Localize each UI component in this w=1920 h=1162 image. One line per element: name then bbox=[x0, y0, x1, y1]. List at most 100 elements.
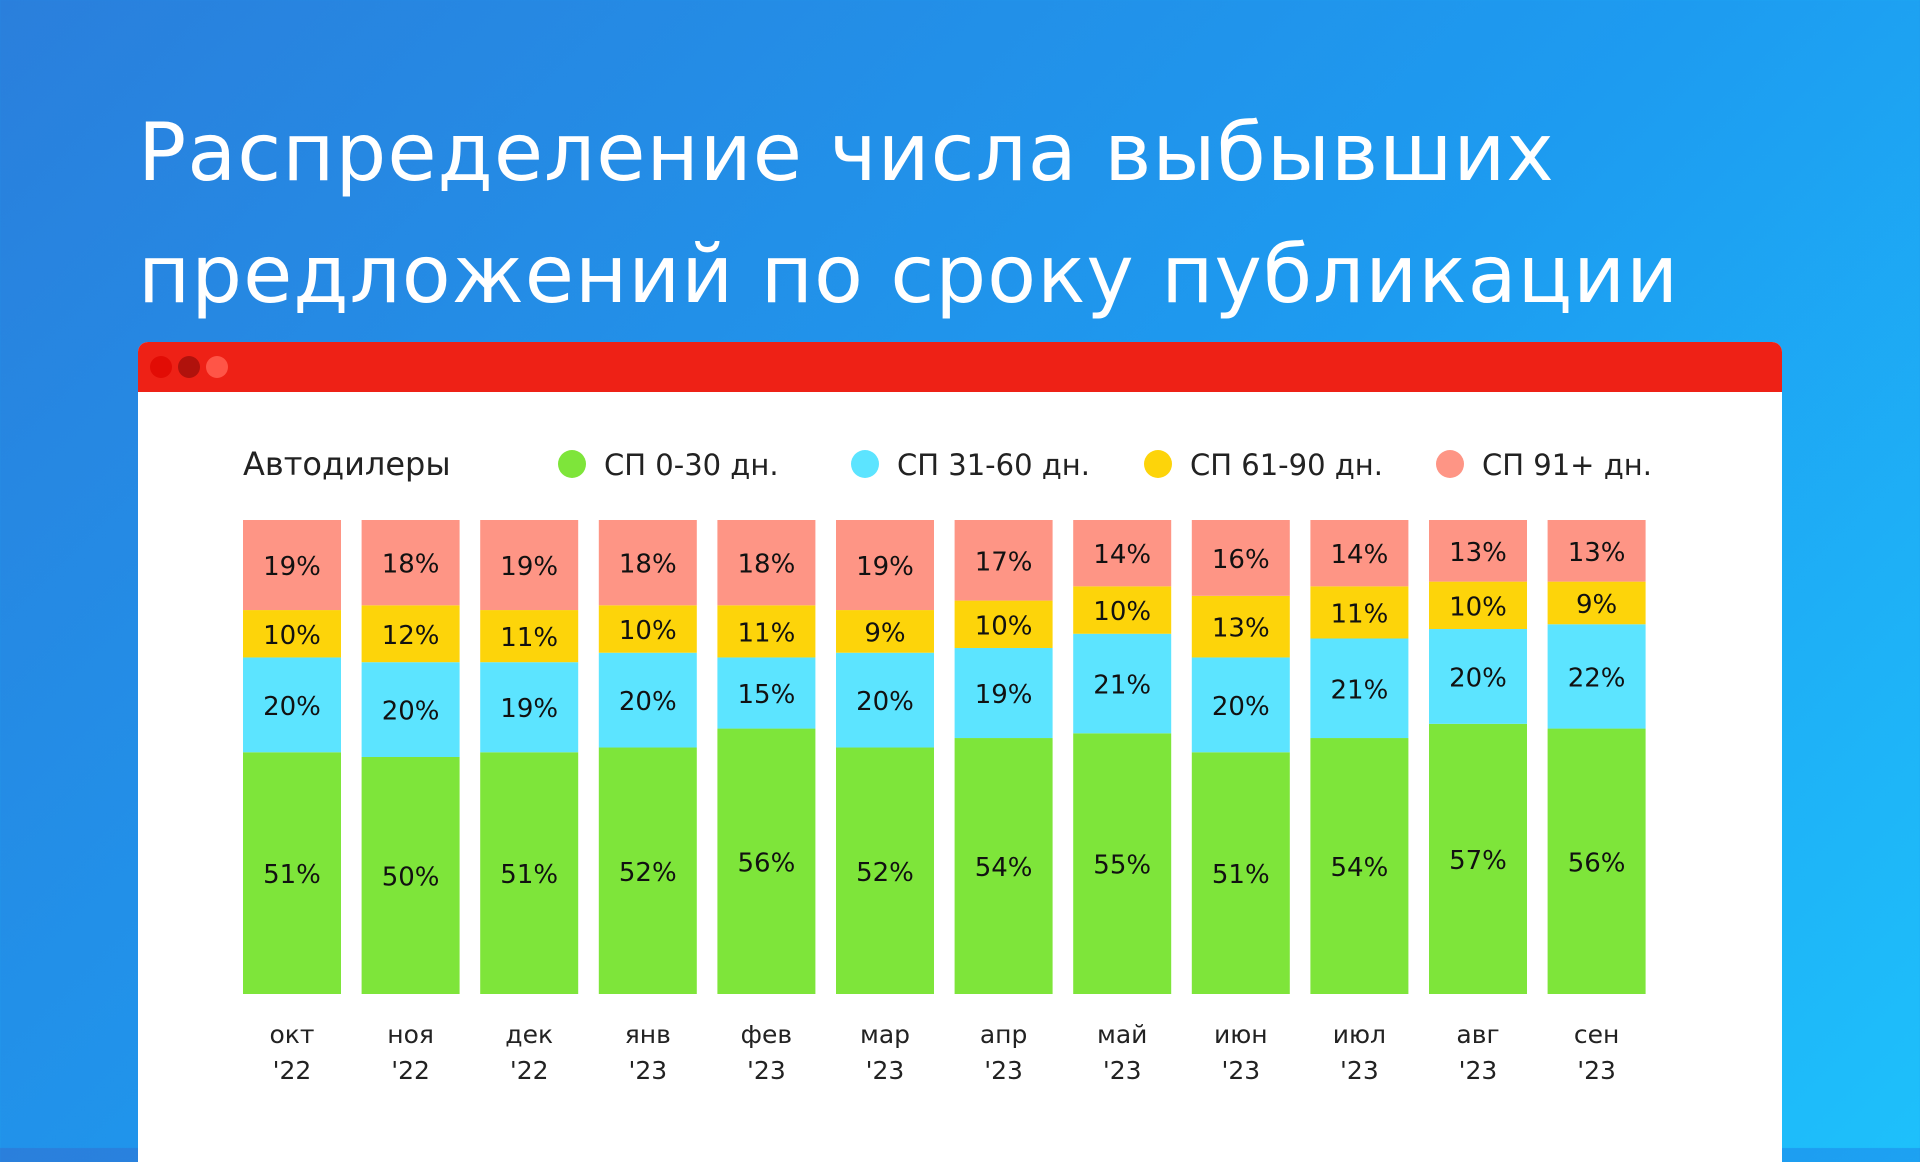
legend-label: СП 0-30 дн. bbox=[604, 448, 779, 482]
x-tick-label: '23 bbox=[628, 1056, 667, 1085]
legend-marker bbox=[558, 450, 586, 478]
data-label: 19% bbox=[500, 694, 558, 724]
x-tick-label: '23 bbox=[1340, 1056, 1379, 1085]
bar-segment bbox=[480, 662, 579, 753]
data-label: 52% bbox=[856, 858, 914, 888]
bar-segment bbox=[1073, 520, 1172, 587]
data-label: 55% bbox=[1093, 851, 1151, 881]
title-line-2: предложений по сроку публикации bbox=[138, 228, 1680, 321]
chart-subtitle: Автодилеры bbox=[243, 445, 451, 483]
bar-segment bbox=[836, 520, 934, 611]
data-label: 12% bbox=[382, 621, 440, 651]
bar-segment bbox=[954, 520, 1053, 601]
data-label: 10% bbox=[1449, 592, 1507, 622]
data-label: 20% bbox=[1212, 692, 1270, 722]
bar-segment bbox=[1429, 520, 1527, 582]
bar-segment bbox=[717, 728, 816, 994]
data-label: 20% bbox=[382, 697, 440, 727]
bar-segment bbox=[1191, 657, 1290, 753]
bar-segment bbox=[361, 662, 460, 757]
x-tick-label: '23 bbox=[1103, 1056, 1142, 1085]
bar-segment bbox=[1191, 752, 1290, 994]
x-tick-label: сен bbox=[1574, 1020, 1619, 1049]
x-tick-label: '22 bbox=[391, 1056, 430, 1085]
x-tick-label: окт bbox=[270, 1020, 315, 1049]
data-label: 9% bbox=[864, 618, 905, 648]
x-tick-label: '23 bbox=[747, 1056, 786, 1085]
window-maximize-dot-icon[interactable] bbox=[206, 356, 228, 378]
x-tick-label: дек bbox=[505, 1020, 553, 1049]
data-label: 52% bbox=[619, 858, 677, 888]
data-label: 18% bbox=[382, 550, 440, 580]
data-label: 18% bbox=[619, 550, 677, 580]
bar-segment bbox=[1547, 520, 1646, 582]
title-line-1: Распределение числа выбывших bbox=[138, 106, 1555, 199]
bar-segment bbox=[1191, 520, 1290, 596]
bar-segment bbox=[717, 605, 816, 658]
bar-segment bbox=[1191, 595, 1290, 658]
x-tick-label: мар bbox=[860, 1020, 910, 1049]
data-label: 19% bbox=[856, 552, 914, 582]
data-label: 54% bbox=[1331, 853, 1389, 883]
data-label: 14% bbox=[1331, 540, 1389, 570]
bar-segment bbox=[1310, 738, 1409, 994]
bar-segment bbox=[480, 752, 579, 994]
data-label: 15% bbox=[738, 680, 796, 710]
data-label: 56% bbox=[1568, 848, 1626, 878]
browser-window: Автодилеры СП 0-30 дн. СП 31-60 дн. СП 61-9… bbox=[138, 342, 1782, 1162]
bar-segment bbox=[480, 520, 579, 611]
data-label: 54% bbox=[975, 853, 1033, 883]
data-label: 18% bbox=[738, 550, 796, 580]
x-tick-label: '23 bbox=[1577, 1056, 1616, 1085]
bar-segment bbox=[1310, 638, 1409, 739]
x-tick-label: '23 bbox=[1459, 1056, 1498, 1085]
data-label: 19% bbox=[975, 680, 1033, 710]
data-label: 51% bbox=[1212, 860, 1270, 890]
bar-segment bbox=[1073, 633, 1172, 734]
page-title: Распределение числа выбывших предложений… bbox=[138, 92, 1838, 336]
window-titlebar bbox=[138, 342, 1782, 392]
bar-segment bbox=[1429, 629, 1527, 724]
bar-segment bbox=[1429, 723, 1527, 994]
bar-segment bbox=[598, 652, 697, 748]
data-label: 13% bbox=[1449, 538, 1507, 568]
data-label: 20% bbox=[263, 692, 321, 722]
data-label: 21% bbox=[1331, 675, 1389, 705]
bar-segment bbox=[1310, 520, 1409, 587]
window-minimize-dot-icon[interactable] bbox=[178, 356, 200, 378]
data-label: 10% bbox=[975, 611, 1033, 641]
bar-segment bbox=[361, 605, 460, 663]
legend-label: СП 31-60 дн. bbox=[897, 448, 1090, 482]
x-tick-label: июл bbox=[1333, 1020, 1386, 1049]
bar-segment bbox=[717, 520, 816, 606]
window-close-dot-icon[interactable] bbox=[150, 356, 172, 378]
x-tick-label: '22 bbox=[273, 1056, 312, 1085]
data-label: 11% bbox=[500, 623, 558, 653]
x-tick-label: '22 bbox=[510, 1056, 549, 1085]
bar-segment bbox=[836, 747, 934, 994]
data-label: 20% bbox=[1449, 663, 1507, 693]
bar-segment bbox=[598, 747, 697, 994]
x-tick-label: '23 bbox=[866, 1056, 905, 1085]
bar-segment bbox=[1310, 586, 1409, 639]
legend-marker bbox=[851, 450, 879, 478]
bar-segment bbox=[243, 657, 341, 753]
data-label: 17% bbox=[975, 547, 1033, 577]
data-label: 14% bbox=[1093, 540, 1151, 570]
x-tick-label: ноя bbox=[387, 1020, 434, 1049]
data-label: 21% bbox=[1093, 671, 1151, 701]
data-label: 50% bbox=[382, 863, 440, 893]
bar-segment bbox=[480, 610, 579, 663]
bar-segment bbox=[361, 520, 460, 606]
data-label: 11% bbox=[738, 618, 796, 648]
data-label: 19% bbox=[263, 552, 321, 582]
bar-segment bbox=[598, 605, 697, 653]
x-tick-label: май bbox=[1097, 1020, 1147, 1049]
bar-segment bbox=[954, 738, 1053, 994]
legend-label: СП 61-90 дн. bbox=[1190, 448, 1383, 482]
bar-segment bbox=[954, 600, 1053, 648]
data-label: 51% bbox=[263, 860, 321, 890]
data-label: 10% bbox=[619, 616, 677, 646]
x-tick-label: июн bbox=[1214, 1020, 1268, 1049]
bar-segment bbox=[243, 520, 341, 611]
